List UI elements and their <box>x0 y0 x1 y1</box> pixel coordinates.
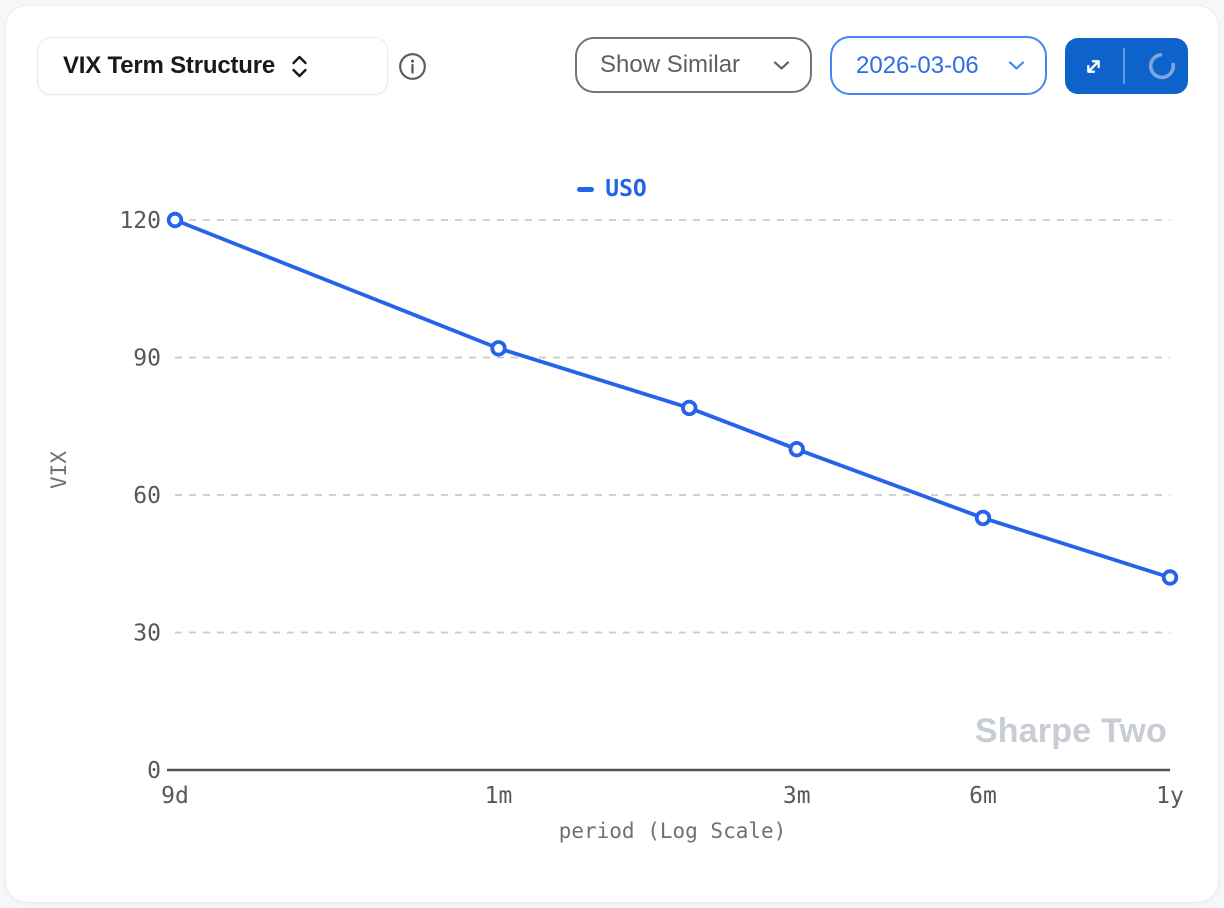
button-divider <box>1123 48 1125 84</box>
info-icon[interactable] <box>398 52 427 81</box>
metric-select[interactable]: VIX Term Structure <box>37 37 388 95</box>
y-axis-title: VIX <box>47 451 71 489</box>
legend-label: USO <box>605 176 647 202</box>
chart-card <box>5 5 1219 903</box>
chevron-up-down-icon <box>289 53 310 80</box>
watermark: Sharpe Two <box>974 712 1167 750</box>
metric-select-value: VIX Term Structure <box>63 52 276 79</box>
y-tick-label: 30 <box>133 621 161 647</box>
date-picker-value: 2026-03-06 <box>856 51 979 79</box>
x-tick-label: 1y <box>1156 783 1184 809</box>
show-similar-select[interactable]: Show Similar <box>575 37 812 93</box>
x-tick-label: 3m <box>783 783 811 809</box>
data-point[interactable] <box>490 340 507 357</box>
data-point[interactable] <box>788 440 805 458</box>
chevron-down-icon <box>1008 60 1025 71</box>
legend-line-marker <box>577 186 595 192</box>
show-similar-label: Show Similar <box>600 51 741 78</box>
chart-actions-button[interactable] <box>1065 38 1188 94</box>
x-tick-label: 6m <box>969 783 997 809</box>
chevron-down-icon <box>773 60 790 71</box>
series-line[interactable] <box>173 218 1172 580</box>
loading-spinner-icon <box>1147 51 1177 81</box>
x-tick-label: 9d <box>161 783 189 809</box>
x-tick-label: 1m <box>485 783 513 809</box>
expand-icon[interactable] <box>1080 53 1107 80</box>
data-point[interactable] <box>1161 569 1179 586</box>
y-tick-label: 0 <box>147 758 161 784</box>
legend-item-uso[interactable]: USO <box>0 176 1224 202</box>
y-tick-label: 60 <box>133 483 161 509</box>
x-axis-title: period (Log Scale) <box>559 819 787 843</box>
y-tick-label: 120 <box>119 208 161 234</box>
data-point[interactable] <box>974 509 992 527</box>
date-picker[interactable]: 2026-03-06 <box>830 36 1047 95</box>
data-point[interactable] <box>681 399 698 417</box>
data-point[interactable] <box>166 211 184 229</box>
y-tick-label: 90 <box>133 346 161 372</box>
